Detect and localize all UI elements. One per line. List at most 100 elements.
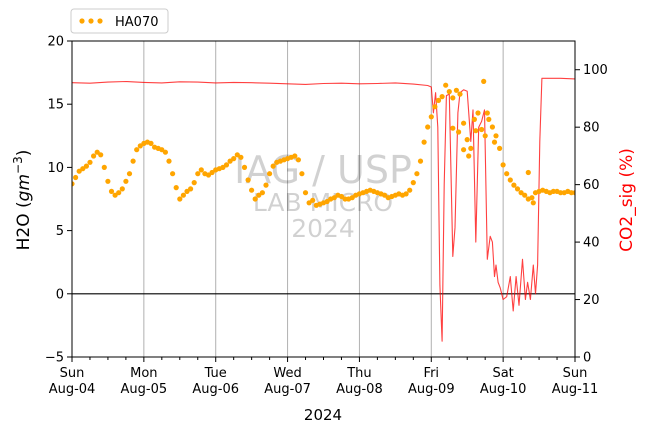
ha070-data-point [209,169,215,176]
ha070-data-point [241,164,248,170]
ha070-data-point [558,190,564,196]
ha070-data-point [148,140,154,146]
ha070-data-point [173,185,179,191]
ha070-data-point [421,139,427,145]
watermark-line-1: IAG / USP [234,148,412,192]
y-axis-label-exponent: −3 [11,156,25,174]
ha070-data-point [572,190,575,196]
watermark-line-3: 2024 [291,214,355,243]
ha070-data-point [166,158,172,164]
ha070-data-point [468,145,474,151]
x-tick-label-day: Thu [346,366,371,381]
ha070-data-point [119,186,125,192]
ha070-data-point [450,95,456,101]
ha070-data-point [263,182,269,188]
y-tick-label: 0 [56,287,64,302]
ha070-data-point [83,163,89,169]
legend: HA070 [70,8,169,34]
y-axis-label: H2O (gm−3) [11,150,34,251]
ha070-data-point [453,87,459,93]
ha070-data-point [446,89,452,95]
x-tick-label-day: Mon [130,366,157,381]
x-tick-label-date: Aug-10 [480,382,527,397]
legend-label-ha070: HA070 [115,15,158,30]
ha070-data-point [511,182,517,188]
right-y-axis: 0 20 40 60 80 100 [575,63,608,366]
ha070-data-point [439,94,445,100]
y2-tick-label: 20 [583,293,600,308]
ha070-data-point [482,133,488,139]
ha070-data-point [249,187,255,193]
ha070-data-point [223,162,230,168]
ha070-data-point [484,110,490,116]
ha070-data-point [108,188,115,194]
ha070-data-point [450,125,456,131]
grid-lines [143,41,504,357]
ha070-data-point [123,178,129,184]
ha070-data-point [550,188,557,194]
legend-box [70,8,169,34]
y-tick-label: 10 [47,161,64,176]
x-tick-label-day: Sun [563,366,588,381]
ha070-data-point [471,116,477,122]
ha070-data-point [529,195,535,201]
ha070-data-point [191,180,197,186]
x-tick-label-date: Aug-06 [192,382,239,397]
ha070-data-point [245,177,251,183]
ha070-data-point [568,190,575,196]
ha070-data-point [504,171,510,177]
y-tick-label: −5 [45,351,64,366]
ha070-data-point [475,110,481,116]
x-tick-label-date: Aug-09 [408,382,455,397]
y-axis-label-name: H2O [14,213,34,250]
x-tick-label-day: Wed [273,366,301,381]
ha070-data-point [500,162,506,168]
ha070-data-point [443,82,449,88]
ha070-data-point [162,149,168,155]
x-tick-label-day: Sat [492,366,513,381]
ha070-data-point [464,137,470,143]
ha070-data-point [87,159,93,165]
y2-tick-label: 100 [583,63,608,78]
left-y-axis: −5 0 5 10 15 20 [45,35,72,366]
ha070-data-point [259,190,265,196]
ha070-data-point [177,196,183,202]
ha070-data-point [170,171,176,177]
ha070-data-point [101,164,107,170]
ha070-data-point [180,192,186,198]
ha070-data-point [295,157,301,163]
y-tick-label: 5 [56,224,64,239]
x-tick-label-date: Aug-04 [49,382,96,397]
ha070-data-point [126,171,133,177]
ha070-data-point [91,153,97,159]
ha070-data-point [481,78,487,84]
ha070-data-point [466,153,472,159]
x-tick-label-date: Aug-07 [264,382,311,397]
ha070-data-point [428,114,434,120]
y-tick-label: 15 [47,98,64,113]
ha070-data-point [489,124,495,130]
ha070-data-point [231,156,237,162]
ha070-data-point [134,147,140,153]
h2o-series-layer [72,78,575,208]
ha070-data-point [486,116,492,122]
legend-marker [88,18,94,24]
ha070-data-point [198,167,204,173]
ha070-data-point [302,190,309,196]
ha070-data-point [522,192,528,198]
legend-marker [97,18,103,24]
ha070-data-point [425,124,431,130]
ha070-data-point [80,166,86,172]
ha070-data-point [310,197,316,203]
x-tick-label-day: Sun [60,366,85,381]
ha070-data-point [473,128,479,134]
ha070-data-point [432,104,438,110]
ha070-data-point [457,91,463,97]
y2-tick-label: 0 [583,351,591,366]
ha070-data-point [270,163,276,169]
ha070-data-point [414,171,420,177]
ha070-data-point [130,158,136,164]
x-axis-label: 2024 [304,406,342,424]
ha070-data-point [497,145,503,151]
